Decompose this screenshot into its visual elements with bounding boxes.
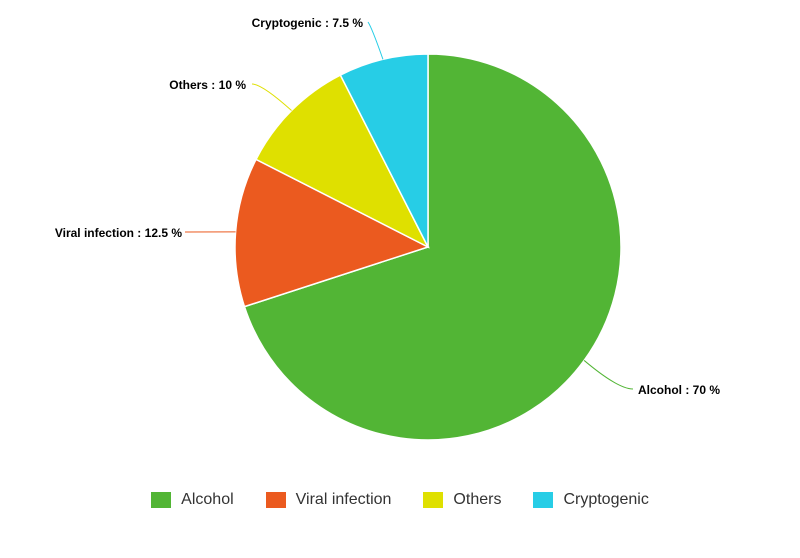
slice-label-alcohol: Alcohol : 70 % [638, 383, 720, 397]
pie-slice-viral-infection[interactable] [234, 158, 430, 308]
legend-item-viral-infection[interactable]: Viral infection [265, 491, 392, 509]
slice-label-others: Others : 10 % [169, 78, 246, 92]
legend-swatch-alcohol [151, 492, 172, 508]
legend-label-cryptogenic: Cryptogenic [563, 491, 649, 508]
slice-label-cryptogenic: Cryptogenic : 7.5 % [252, 16, 364, 30]
legend-item-cryptogenic[interactable]: Cryptogenic [533, 491, 649, 509]
slice-label-viral-infection: Viral infection : 12.5 % [55, 226, 182, 240]
legend-item-alcohol[interactable]: Alcohol [151, 491, 234, 509]
legend-item-others[interactable]: Others [423, 491, 501, 509]
slice-labels: Alcohol : 70 % Viral infection : 12.5 % Ot… [55, 16, 721, 397]
leader-lines [184, 21, 634, 390]
pie-slices [234, 53, 622, 441]
legend: Alcohol Viral infection Others Cryptogen… [0, 486, 800, 514]
legend-swatch-others [423, 492, 444, 508]
legend-label-viral-infection: Viral infection [295, 491, 392, 508]
leader-line-alcohol [583, 360, 634, 390]
pie-chart-plot: Alcohol : 70 % Viral infection : 12.5 % Ot… [55, 16, 721, 441]
pie-slice-cryptogenic[interactable] [339, 53, 429, 248]
legend-label-others: Others [453, 491, 502, 508]
leader-line-cryptogenic [367, 21, 384, 60]
legend-swatch-viral-infection [265, 492, 286, 508]
legend-label-alcohol: Alcohol [181, 491, 234, 508]
pie-slice-others[interactable] [255, 74, 430, 249]
leader-line-others [251, 83, 292, 111]
legend-swatch-cryptogenic [533, 492, 554, 508]
